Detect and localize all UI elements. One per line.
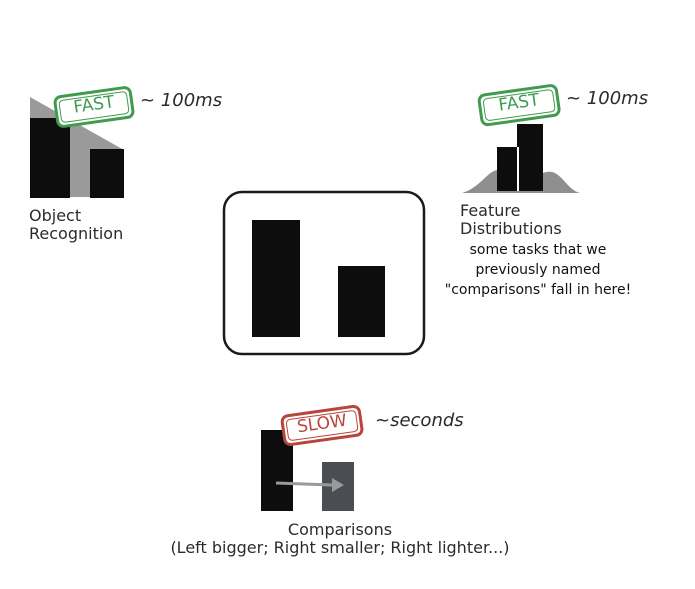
fast-stamp-feature: [477, 84, 561, 127]
object-recognition-label-line2: Recognition: [29, 224, 124, 243]
sketch-tall-bar: [252, 220, 300, 337]
feature-distributions-note: some tasks that we previously named "com…: [426, 240, 650, 300]
distribution-bar-right: [517, 124, 543, 191]
distribution-bar-left: [497, 147, 519, 191]
center-sketch: [222, 190, 426, 356]
feature-distributions-label-line1: Feature: [460, 201, 521, 220]
comparison-arrow-shaft: [275, 481, 333, 487]
feature-distributions-label: Feature Distributions: [460, 202, 562, 238]
object-recognition-timing: ~ 100ms: [140, 90, 223, 111]
tall-black-bar: [30, 118, 70, 198]
short-black-bar: [90, 149, 124, 198]
comparisons-icon: [261, 430, 354, 511]
distribution-curve: [462, 170, 580, 193]
note-line1: some tasks that we: [469, 242, 607, 258]
object-recognition-label: Object Recognition: [29, 207, 123, 243]
feature-distributions-timing: ~ 100ms: [566, 88, 649, 109]
note-line3: "comparisons" fall in here!: [444, 282, 632, 298]
comparison-arrow-head: [332, 478, 344, 492]
fast-stamp-object: [53, 86, 135, 128]
object-recognition-icon: [30, 97, 124, 198]
comparisons-label: Comparisons (Left bigger; Right smaller;…: [130, 521, 550, 557]
sketch-short-bar: [338, 266, 385, 337]
comparisons-label-line2: (Left bigger; Right smaller; Right light…: [170, 538, 510, 557]
feature-distributions-icon: [462, 124, 580, 193]
comparisons-label-line1: Comparisons: [287, 520, 393, 539]
slow-stamp-comparisons: [280, 404, 364, 447]
comparisons-timing: ~seconds: [375, 410, 464, 431]
note-line2: previously named: [475, 262, 601, 278]
object-recognition-label-line1: Object: [29, 206, 82, 225]
feature-distributions-label-line2: Distributions: [460, 219, 562, 238]
